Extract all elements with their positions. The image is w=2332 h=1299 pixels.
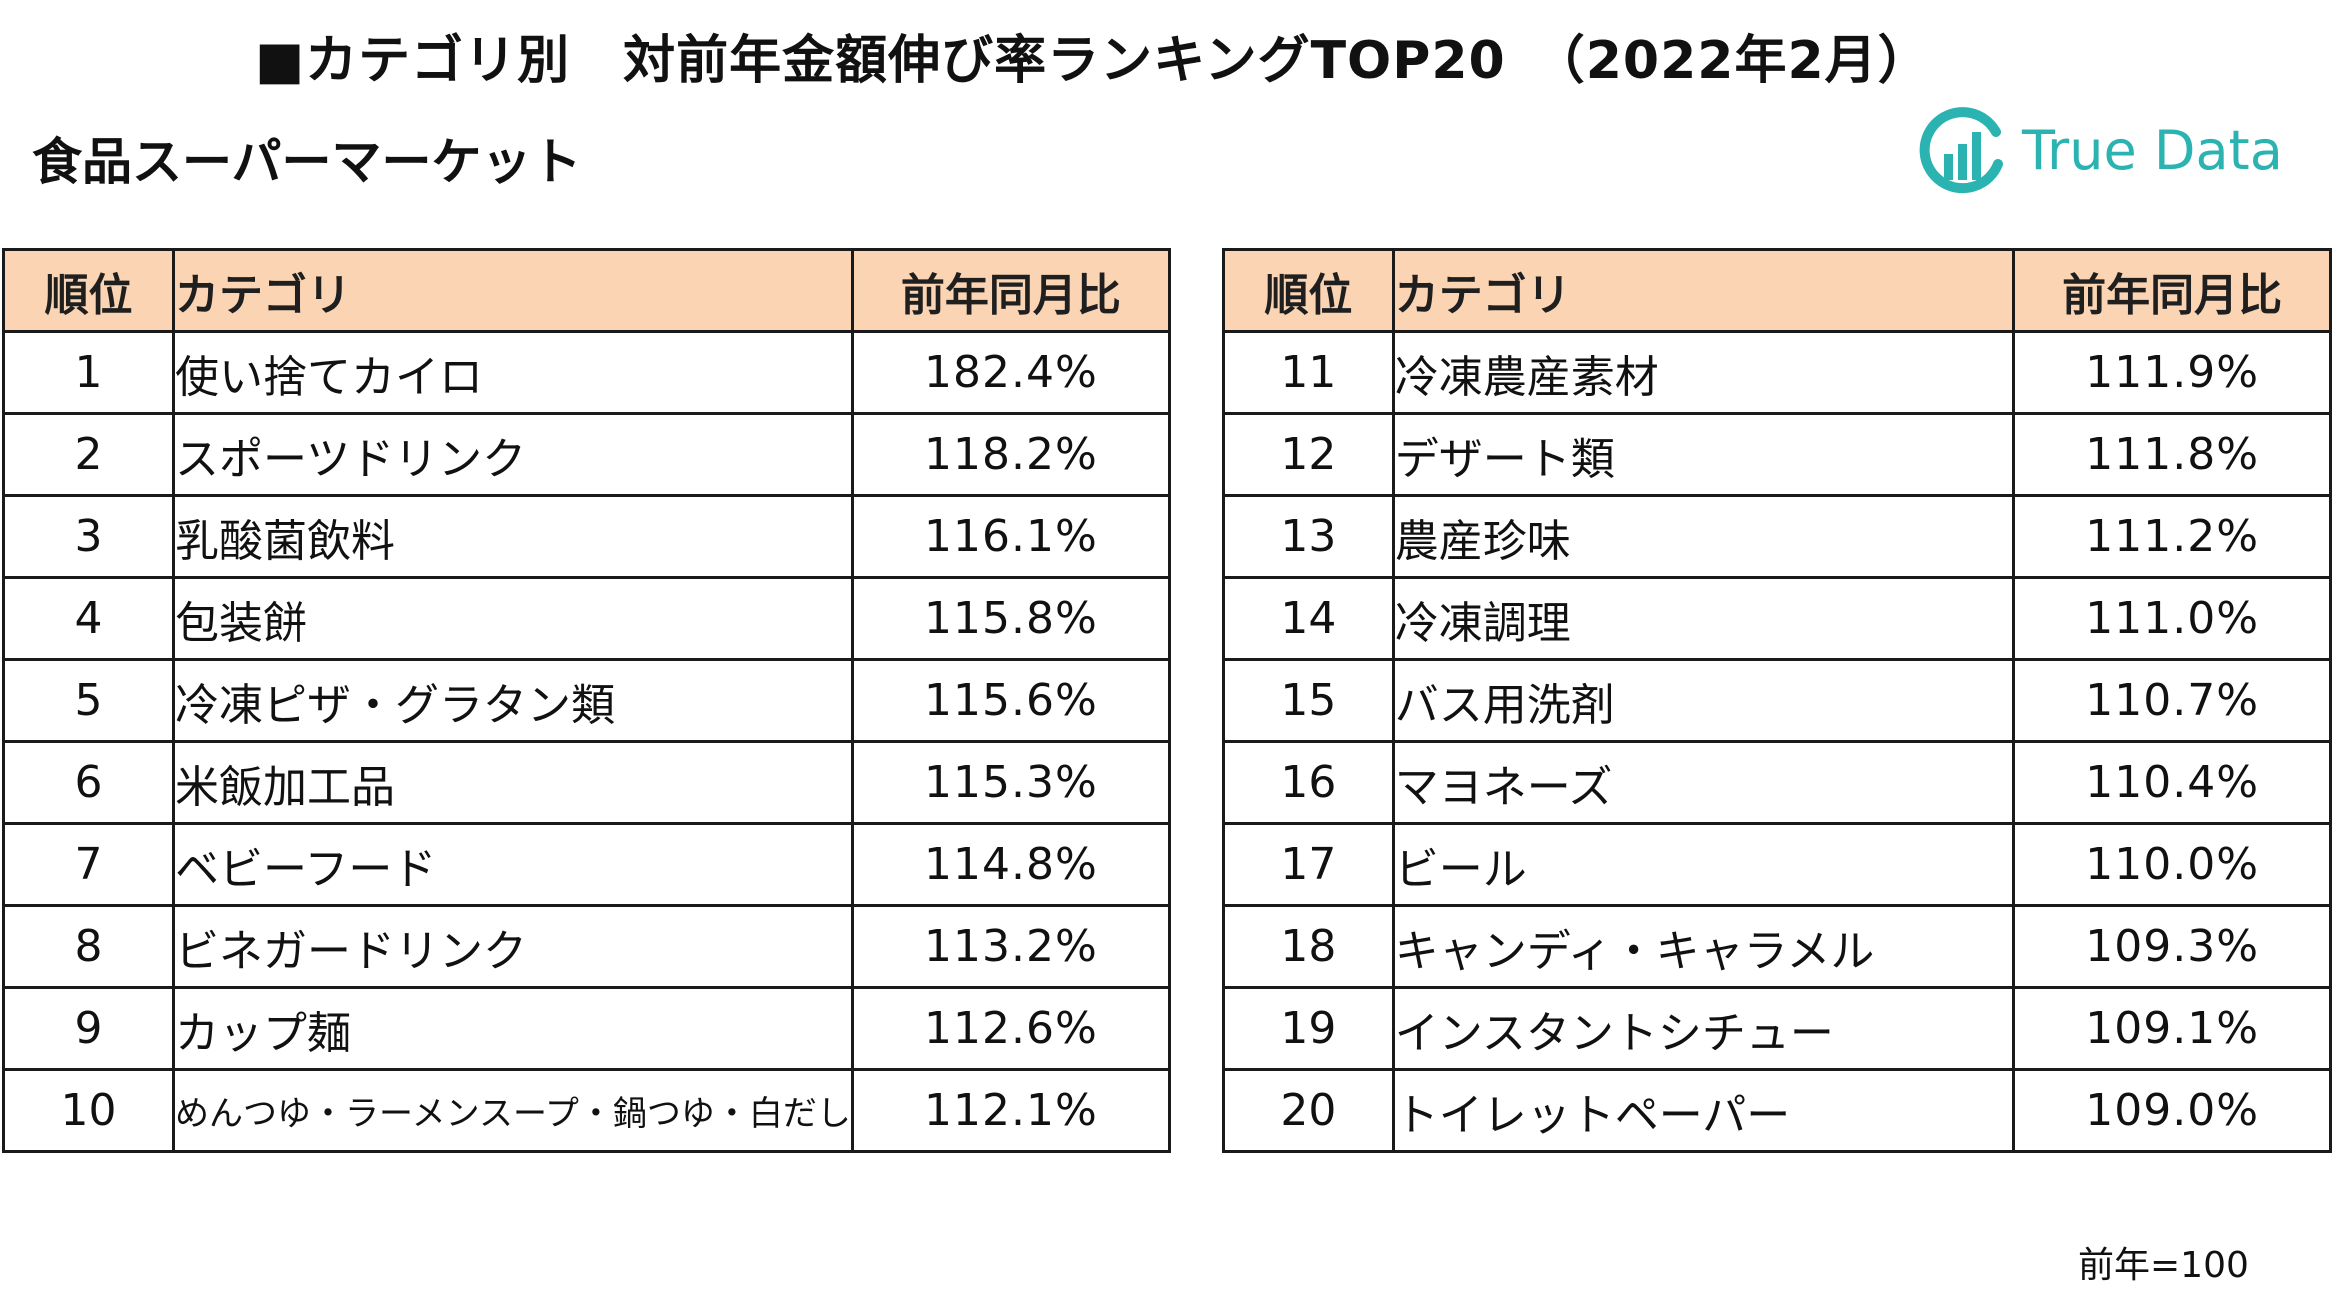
ratio-cell: 182.4% [850, 330, 1171, 415]
table-row: 18 キャンディ・キャラメル 109.3% [1222, 904, 2332, 989]
ratio-cell: 110.4% [2012, 740, 2332, 825]
ratio-cell: 111.9% [2012, 330, 2332, 415]
rank-cell: 4 [2, 576, 175, 661]
category-cell: 乳酸菌飲料 [172, 494, 854, 579]
table-row: 2 スポーツドリンク 118.2% [2, 412, 1171, 497]
rank-cell: 15 [1222, 658, 1395, 743]
category-cell: スポーツドリンク [172, 412, 854, 497]
ratio-cell: 112.1% [850, 1068, 1171, 1153]
ratio-cell: 116.1% [850, 494, 1171, 579]
category-cell: キャンディ・キャラメル [1391, 904, 2016, 989]
rank-cell: 8 [2, 904, 175, 989]
table-row: 6 米飯加工品 115.3% [2, 740, 1171, 825]
rank-cell: 5 [2, 658, 175, 743]
table-row: 12 デザート類 111.8% [1222, 412, 2332, 497]
rank-cell: 9 [2, 986, 175, 1071]
table-header-row: 順位 カテゴリ 前年同月比 [1222, 248, 2332, 333]
table-row: 17 ビール 110.0% [1222, 822, 2332, 907]
page-subtitle: 食品スーパーマーケット [32, 133, 582, 191]
table-row: 1 使い捨てカイロ 182.4% [2, 330, 1171, 415]
header-rank: 順位 [1222, 248, 1395, 333]
true-data-logo-icon [1919, 107, 2003, 194]
ratio-cell: 110.7% [2012, 658, 2332, 743]
table-row: 13 農産珍味 111.2% [1222, 494, 2332, 579]
ratio-cell: 109.3% [2012, 904, 2332, 989]
rank-cell: 16 [1222, 740, 1395, 825]
rank-cell: 12 [1222, 412, 1395, 497]
header-category: カテゴリ [172, 248, 854, 333]
rank-cell: 18 [1222, 904, 1395, 989]
rank-cell: 7 [2, 822, 175, 907]
rank-cell: 10 [2, 1068, 175, 1153]
ratio-cell: 112.6% [850, 986, 1171, 1071]
header-ratio: 前年同月比 [2012, 248, 2332, 333]
category-cell: 包装餅 [172, 576, 854, 661]
category-cell: 米飯加工品 [172, 740, 854, 825]
rank-cell: 19 [1222, 986, 1395, 1071]
rank-cell: 2 [2, 412, 175, 497]
table-row: 9 カップ麺 112.6% [2, 986, 1171, 1071]
table-row: 14 冷凍調理 111.0% [1222, 576, 2332, 661]
ratio-cell: 110.0% [2012, 822, 2332, 907]
ratio-cell: 111.2% [2012, 494, 2332, 579]
table-header-row: 順位 カテゴリ 前年同月比 [2, 248, 1171, 333]
baseline-note: 前年=100 [2078, 1245, 2249, 1286]
table-row: 11 冷凍農産素材 111.9% [1222, 330, 2332, 415]
ranking-table-left: 順位 カテゴリ 前年同月比 1 使い捨てカイロ 182.4% 2 スポーツドリン… [2, 248, 1171, 1153]
category-cell: バス用洗剤 [1391, 658, 2016, 743]
table-row: 16 マヨネーズ 110.4% [1222, 740, 2332, 825]
ranking-table-right: 順位 カテゴリ 前年同月比 11 冷凍農産素材 111.9% 12 デザート類 … [1222, 248, 2332, 1153]
page-title: ■カテゴリ別 対前年金額伸び率ランキングTOP20 （2022年2月） [255, 31, 1931, 91]
rank-cell: 1 [2, 330, 175, 415]
ratio-cell: 115.6% [850, 658, 1171, 743]
table-row: 20 トイレットペーパー 109.0% [1222, 1068, 2332, 1153]
ratio-cell: 113.2% [850, 904, 1171, 989]
ratio-cell: 111.0% [2012, 576, 2332, 661]
table-row: 8 ビネガードリンク 113.2% [2, 904, 1171, 989]
header-rank: 順位 [2, 248, 175, 333]
category-cell: 使い捨てカイロ [172, 330, 854, 415]
category-cell: 冷凍調理 [1391, 576, 2016, 661]
table-row: 3 乳酸菌飲料 116.1% [2, 494, 1171, 579]
rank-cell: 6 [2, 740, 175, 825]
ratio-cell: 109.1% [2012, 986, 2332, 1071]
category-cell: デザート類 [1391, 412, 2016, 497]
category-cell: マヨネーズ [1391, 740, 2016, 825]
category-cell: めんつゆ・ラーメンスープ・鍋つゆ・白だし [172, 1068, 854, 1153]
table-row: 10 めんつゆ・ラーメンスープ・鍋つゆ・白だし 112.1% [2, 1068, 1171, 1153]
rank-cell: 13 [1222, 494, 1395, 579]
ratio-cell: 111.8% [2012, 412, 2332, 497]
category-cell: インスタントシチュー [1391, 986, 2016, 1071]
category-cell: ベビーフード [172, 822, 854, 907]
table-row: 7 ベビーフード 114.8% [2, 822, 1171, 907]
category-cell: トイレットペーパー [1391, 1068, 2016, 1153]
rank-cell: 20 [1222, 1068, 1395, 1153]
ratio-cell: 114.8% [850, 822, 1171, 907]
category-cell: 冷凍農産素材 [1391, 330, 2016, 415]
rank-cell: 14 [1222, 576, 1395, 661]
true-data-logo-text: True Data [2022, 118, 2283, 182]
header-category: カテゴリ [1391, 248, 2016, 333]
true-data-logo: True Data [1918, 104, 2283, 196]
category-cell: カップ麺 [172, 986, 854, 1071]
table-row: 4 包装餅 115.8% [2, 576, 1171, 661]
category-cell: ビール [1391, 822, 2016, 907]
rank-cell: 17 [1222, 822, 1395, 907]
rank-cell: 11 [1222, 330, 1395, 415]
rank-cell: 3 [2, 494, 175, 579]
ratio-cell: 115.8% [850, 576, 1171, 661]
ratio-cell: 118.2% [850, 412, 1171, 497]
table-row: 19 インスタントシチュー 109.1% [1222, 986, 2332, 1071]
category-cell: 農産珍味 [1391, 494, 2016, 579]
category-cell: 冷凍ピザ・グラタン類 [172, 658, 854, 743]
table-row: 5 冷凍ピザ・グラタン類 115.6% [2, 658, 1171, 743]
ratio-cell: 109.0% [2012, 1068, 2332, 1153]
ratio-cell: 115.3% [850, 740, 1171, 825]
header-ratio: 前年同月比 [850, 248, 1171, 333]
category-cell: ビネガードリンク [172, 904, 854, 989]
table-row: 15 バス用洗剤 110.7% [1222, 658, 2332, 743]
